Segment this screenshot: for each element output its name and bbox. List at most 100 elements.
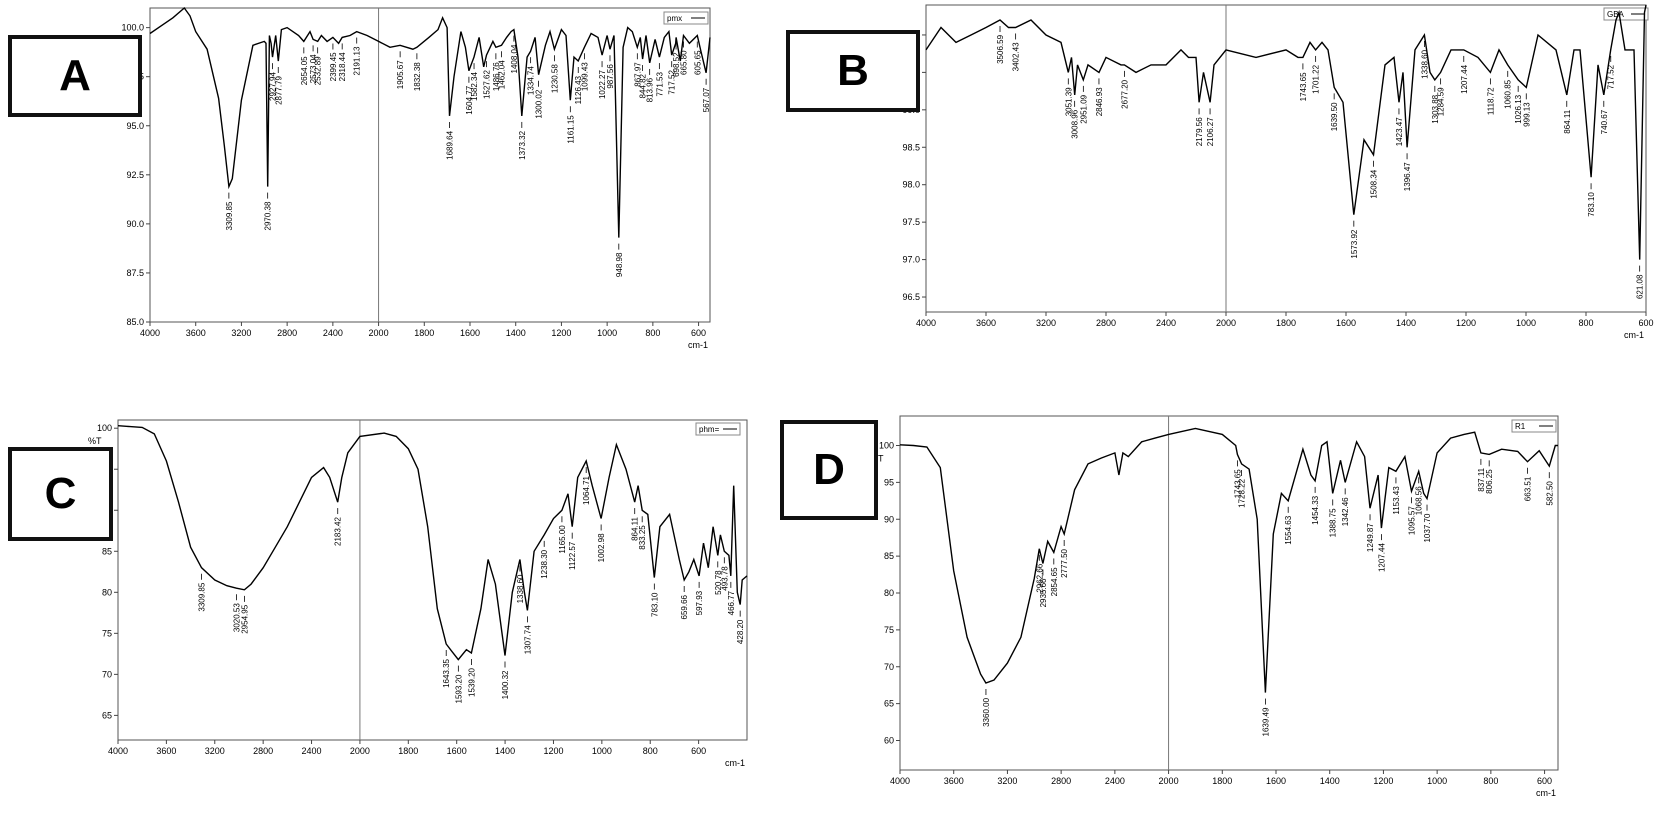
peak-label: 1832.38: [413, 62, 422, 91]
peak-label: 1126.43: [574, 75, 583, 104]
peak-label: 1338.60: [1420, 49, 1429, 78]
x-tick-label: 800: [643, 746, 658, 756]
y-tick-label: 100: [879, 441, 894, 451]
spectrum-line: [925, 4, 1647, 260]
x-tick-label: 600: [1638, 318, 1653, 328]
peak-label: 1639.50: [1330, 102, 1339, 131]
x-tick-label: 3600: [944, 776, 964, 786]
x-tick-label: 2000: [1216, 318, 1236, 328]
x-tick-label: 2400: [302, 746, 322, 756]
x-tick-label: 2800: [1096, 318, 1116, 328]
peak-label: 1238.30: [540, 549, 549, 578]
y-tick-label: 80: [884, 588, 894, 598]
x-tick-label: 2800: [1051, 776, 1071, 786]
peak-label: 999.13: [1522, 102, 1531, 127]
peak-label: 1689.64: [446, 130, 455, 159]
peak-label: 1307.74: [523, 625, 532, 654]
peak-label: 1207.44: [1377, 543, 1386, 572]
peak-label: 1153.43: [1392, 486, 1401, 515]
x-tick-label: 2800: [277, 328, 297, 338]
x-tick-label: 2400: [1156, 318, 1176, 328]
peak-label: 1099.43: [580, 62, 589, 91]
peak-label: 1728.22: [1238, 478, 1247, 507]
peak-label: 1022.27: [598, 70, 607, 99]
peak-label: 3309.85: [225, 201, 234, 230]
peak-label: 582.50: [1545, 481, 1554, 506]
peak-label: 520.78: [714, 570, 723, 595]
panel-c: 4000 3600 3200 2800 2400 2000 1800 1600 1400 1200…: [88, 419, 748, 768]
x-tick-label: 3200: [997, 776, 1017, 786]
x-tick-label: 4000: [140, 328, 160, 338]
peak-label: 466.77: [727, 590, 736, 615]
peak-label: 867.97: [633, 62, 642, 87]
peak-label: 1582.34: [470, 72, 479, 101]
peak-label: 948.98: [615, 252, 624, 277]
y-tick-label: 97.5: [902, 217, 920, 227]
peak-label: 717.52: [1607, 64, 1616, 89]
peak-label: 1593.20: [454, 674, 463, 703]
peak-label: 3051.39: [1064, 87, 1073, 116]
x-tick-label: 1400: [506, 328, 526, 338]
peak-label: 428.20: [736, 619, 745, 644]
y-tick-label: 90: [884, 514, 894, 524]
peak-label: 567.07: [702, 87, 711, 112]
peak-label: 2951.09: [1079, 94, 1088, 123]
x-tick-label: 600: [691, 328, 706, 338]
peak-label: 3008.96: [1071, 109, 1080, 138]
peak-label: 1068.56: [1415, 486, 1424, 515]
x-tick-label: 1200: [1456, 318, 1476, 328]
x-tick-label: 1400: [1320, 776, 1340, 786]
peak-label: 2970.38: [264, 201, 273, 230]
spectrum-line: [149, 6, 711, 238]
peak-label: 783.10: [650, 592, 659, 617]
x-tick-label: 4000: [108, 746, 128, 756]
x-tick-label: 1600: [1336, 318, 1356, 328]
plot-frame: [899, 415, 1559, 771]
peak-label: 2927.94: [269, 72, 278, 101]
peak-label: 1388.75: [1329, 508, 1338, 537]
x-tick-label: 3200: [1036, 318, 1056, 328]
peak-label: 1207.44: [1460, 64, 1469, 93]
peak-label: 1095.57: [1407, 506, 1416, 535]
peak-label: 1037.70: [1423, 513, 1432, 542]
y-tick-label: 70: [884, 662, 894, 672]
peak-label: 2532.89: [314, 56, 323, 85]
x-tick-label: 600: [1537, 776, 1552, 786]
peak-label: 597.93: [695, 590, 704, 615]
peak-label: 2318.44: [338, 52, 347, 81]
peak-label: 1284.59: [1437, 87, 1446, 116]
y-tick-label: 95: [884, 477, 894, 487]
peak-label: 663.51: [1524, 476, 1533, 501]
x-tick-label: 1200: [543, 746, 563, 756]
x-tick-label: 3600: [186, 328, 206, 338]
y-tick-label: 100: [97, 423, 112, 433]
peak-label: 1743.65: [1299, 72, 1308, 101]
peak-label: 987.56: [606, 64, 615, 89]
peak-label: 2573.04: [309, 54, 318, 83]
x-tick-label: 4000: [890, 776, 910, 786]
y-tick-label: 96.5: [902, 292, 920, 302]
x-tick-label: 1000: [597, 328, 617, 338]
panel-letter-a: A: [8, 35, 142, 117]
x-tick-label: 1000: [1427, 776, 1447, 786]
peak-label: 2183.42: [334, 517, 343, 546]
peak-label: 2935.66: [1039, 578, 1048, 607]
peak-label: 740.67: [1600, 109, 1609, 134]
peak-label: 3402.43: [1012, 42, 1021, 71]
y-tick-label: 85: [884, 551, 894, 561]
peak-label: 1165.00: [558, 525, 567, 554]
y-tick-label: 87.5: [126, 268, 144, 278]
peak-label: 2179.56: [1195, 117, 1204, 146]
peak-label: 1408.04: [510, 44, 519, 73]
peak-label: 1064.71: [582, 475, 591, 504]
peak-label: 698.52: [672, 52, 681, 77]
peak-label: 1249.87: [1366, 523, 1375, 552]
peak-label: 3309.85: [197, 582, 206, 611]
x-tick-label: 3200: [205, 746, 225, 756]
y-tick-label: 100.0: [121, 23, 144, 33]
legend-label: pmx: [667, 14, 682, 23]
peak-label: 837.11: [1477, 467, 1486, 491]
peak-label: 1527.62: [483, 70, 492, 99]
peak-label: 621.08: [1636, 274, 1645, 299]
x-tick-label: 1800: [414, 328, 434, 338]
